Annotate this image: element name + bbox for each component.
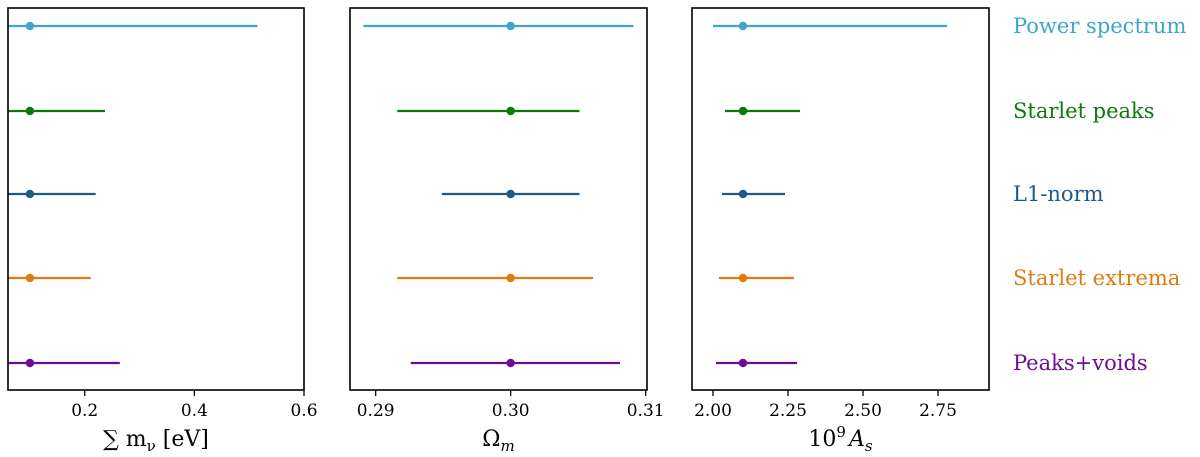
panel-1: 0.2 0.4 0.6 ∑ mν [eV] [7, 7, 318, 455]
point-1-5 [25, 358, 35, 368]
panel-frame-2 [349, 7, 648, 391]
x-tick-label-3-4: 2.75 [919, 401, 957, 421]
x-tick-label-1-1: 0.2 [71, 401, 98, 421]
x-tick-label-3-3: 2.50 [844, 401, 882, 421]
panel-3: 2.00 2.25 2.50 2.75 109 As [691, 7, 990, 455]
x-tick-label-2-3: 0.31 [627, 401, 665, 421]
x-axis-label-2: Ωm [482, 427, 514, 455]
panel-frame-3 [691, 7, 990, 391]
legend-item-2: Starlet peaks [1013, 99, 1155, 123]
x-tick-label-1-2: 0.4 [181, 401, 208, 421]
point-2-3 [506, 189, 515, 199]
point-1-1 [25, 21, 35, 31]
legend: Power spectrum Starlet peaks L1-norm Starle… [1013, 14, 1186, 375]
legend-item-3: L1-norm [1013, 182, 1104, 206]
legend-item-5: Peaks+voids [1013, 351, 1148, 375]
x-axis-label-3: 109 As [808, 423, 872, 455]
point-3-4 [738, 273, 748, 283]
point-1-2 [25, 106, 35, 116]
point-3-3 [738, 189, 748, 199]
point-3-2 [738, 106, 748, 116]
point-1-4 [25, 273, 35, 283]
x-tick-label-3-1: 2.00 [694, 401, 732, 421]
panel-frame-1 [7, 7, 305, 391]
point-2-1 [506, 21, 515, 31]
x-tick-label-2-1: 0.29 [357, 401, 395, 421]
point-3-5 [738, 358, 748, 368]
point-2-4 [506, 273, 515, 283]
point-2-5 [506, 358, 515, 368]
legend-item-1: Power spectrum [1013, 14, 1186, 38]
point-2-2 [506, 106, 515, 116]
legend-item-4: Starlet extrema [1013, 266, 1180, 290]
x-tick-label-2-2: 0.30 [492, 401, 530, 421]
point-3-1 [738, 21, 748, 31]
x-tick-label-1-3: 0.6 [290, 401, 317, 421]
panel-2: 0.29 0.30 0.31 Ωm [349, 7, 665, 455]
x-axis-label-1: ∑ mν [eV] [103, 427, 209, 455]
x-tick-label-3-2: 2.25 [769, 401, 807, 421]
point-1-3 [25, 189, 35, 199]
